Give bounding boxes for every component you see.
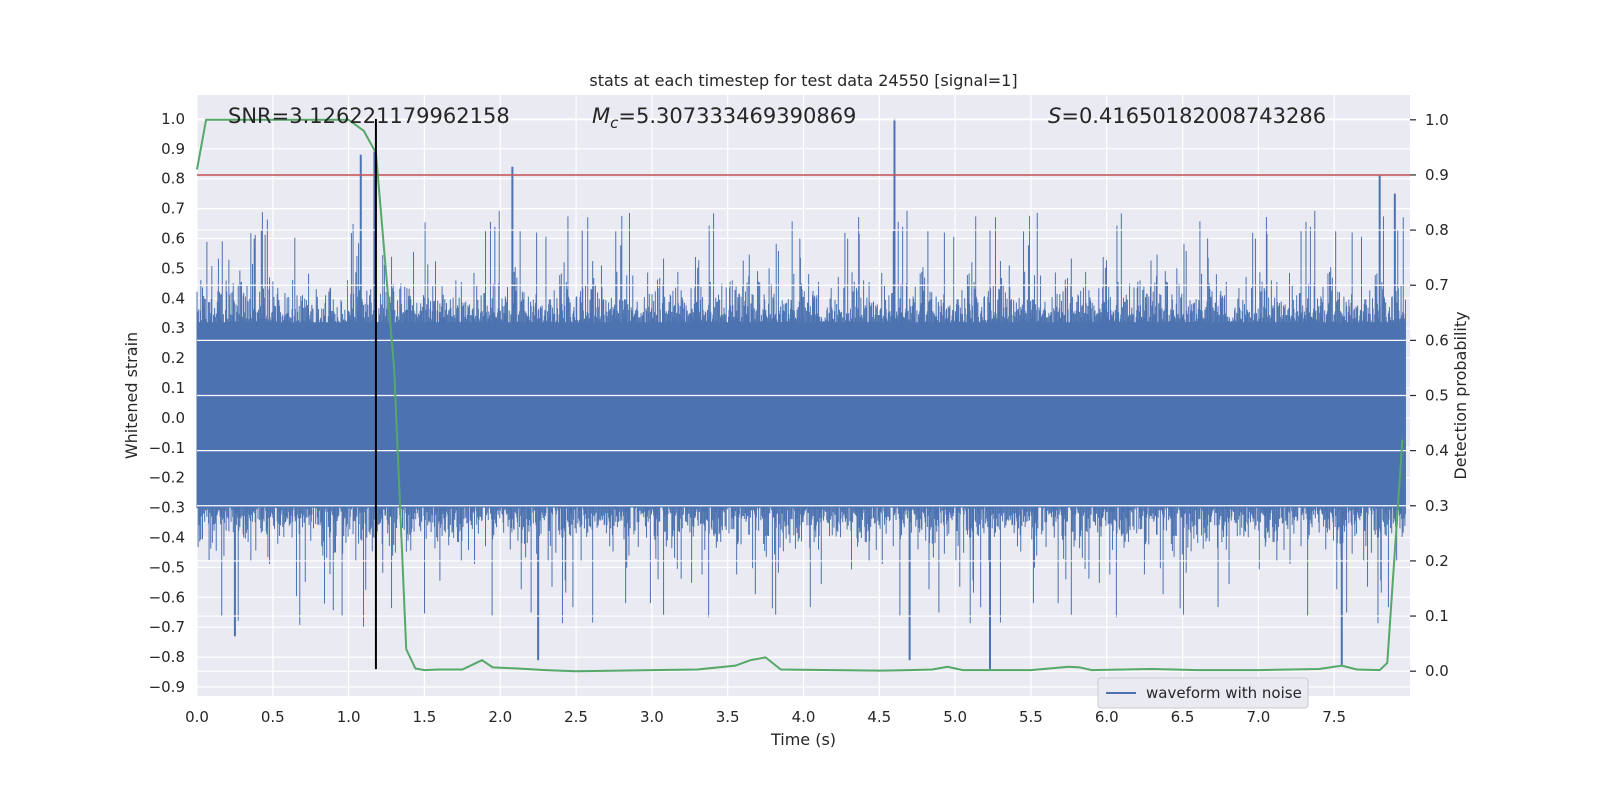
x-tick-label: 5.0	[943, 708, 967, 726]
y-tick-label-left: −0.2	[149, 469, 185, 487]
x-tick-label: 0.5	[261, 708, 285, 726]
mc-symbol: M	[592, 104, 610, 128]
legend-label-waveform: waveform with noise	[1146, 684, 1302, 702]
x-tick-label: 1.5	[413, 708, 437, 726]
y-tick-label-right: 0.7	[1425, 276, 1449, 294]
y-tick-label-left: −0.8	[149, 648, 185, 666]
y-tick-label-right: 0.6	[1425, 331, 1449, 349]
y-tick-label-right: 0.1	[1425, 607, 1449, 625]
x-tick-label: 4.5	[867, 708, 891, 726]
chart-title: stats at each timestep for test data 245…	[589, 71, 1017, 90]
y-tick-label-left: 0.2	[161, 349, 185, 367]
axis-ticks: 0.0 0.5 1.0 1.5 2.0 2.5 3.0 3.5 4.0 4.5 5.0 5.5 6.0 6…	[149, 110, 1449, 726]
y-axis-label-left: Whitened strain	[122, 332, 141, 459]
mc-value: =5.307333469390869	[618, 104, 856, 128]
y-tick-label-left: 0.5	[161, 259, 185, 277]
overlay-lines	[196, 118, 1410, 673]
y-tick-label-right: 0.8	[1425, 221, 1449, 239]
y-tick-label-left: −0.5	[149, 558, 185, 576]
chirp-mass-annotation: Mc=5.307333469390869	[592, 104, 856, 132]
y-tick-label-right: 0.4	[1425, 442, 1449, 460]
y-tick-label-left: 0.1	[161, 379, 185, 397]
y-tick-label-right: 1.0	[1425, 111, 1449, 129]
y-tick-label-left: −0.3	[149, 499, 185, 517]
x-tick-label: 5.5	[1019, 708, 1043, 726]
y-tick-label-left: 0.3	[161, 319, 185, 337]
y-tick-label-left: 0.6	[161, 230, 185, 248]
y-tick-label-right: 0.0	[1425, 662, 1449, 680]
snr-annotation: SNR=3.126221179962158	[228, 104, 510, 128]
legend-box	[1097, 677, 1309, 709]
s-symbol: S	[1048, 104, 1061, 128]
legend: waveform with noise	[1097, 677, 1309, 709]
y-tick-label-left: 0.9	[161, 140, 185, 158]
x-tick-label: 0.0	[185, 708, 209, 726]
x-tick-label: 7.0	[1246, 708, 1270, 726]
mc-subscript: c	[610, 114, 619, 132]
y-tick-label-right: 0.5	[1425, 387, 1449, 405]
y-tick-label-left: 0.8	[161, 170, 185, 188]
y-tick-label-left: −0.7	[149, 618, 185, 636]
y-tick-label-right: 0.2	[1425, 552, 1449, 570]
y-tick-label-left: −0.9	[149, 678, 185, 696]
y-tick-label-left: 0.4	[161, 289, 185, 307]
detection-probability-line	[196, 118, 1404, 673]
score-annotation: S=0.41650182008743286	[1048, 104, 1326, 128]
s-value: =0.41650182008743286	[1061, 104, 1326, 128]
y-tick-label-left: −0.1	[149, 439, 185, 457]
y-tick-label-left: −0.6	[149, 588, 185, 606]
y-tick-label-left: 0.0	[161, 409, 185, 427]
x-tick-label: 3.0	[640, 708, 664, 726]
x-tick-label: 4.0	[792, 708, 816, 726]
x-tick-label: 1.0	[337, 708, 361, 726]
x-tick-label: 2.0	[488, 708, 512, 726]
x-tick-label: 7.5	[1322, 708, 1346, 726]
x-tick-label: 3.5	[716, 708, 740, 726]
y-axis-label-right: Detection probability	[1451, 311, 1470, 479]
y-tick-label-left: −0.4	[149, 529, 185, 547]
x-axis-label: Time (s)	[770, 730, 836, 749]
waveform-core	[197, 322, 1406, 508]
x-tick-label: 2.5	[564, 708, 588, 726]
x-tick-label: 6.5	[1171, 708, 1195, 726]
y-tick-label-left: 0.7	[161, 200, 185, 218]
x-tick-label: 6.0	[1095, 708, 1119, 726]
y-tick-label-right: 0.9	[1425, 166, 1449, 184]
y-tick-label-left: 1.0	[161, 110, 185, 128]
y-tick-label-right: 0.3	[1425, 497, 1449, 515]
